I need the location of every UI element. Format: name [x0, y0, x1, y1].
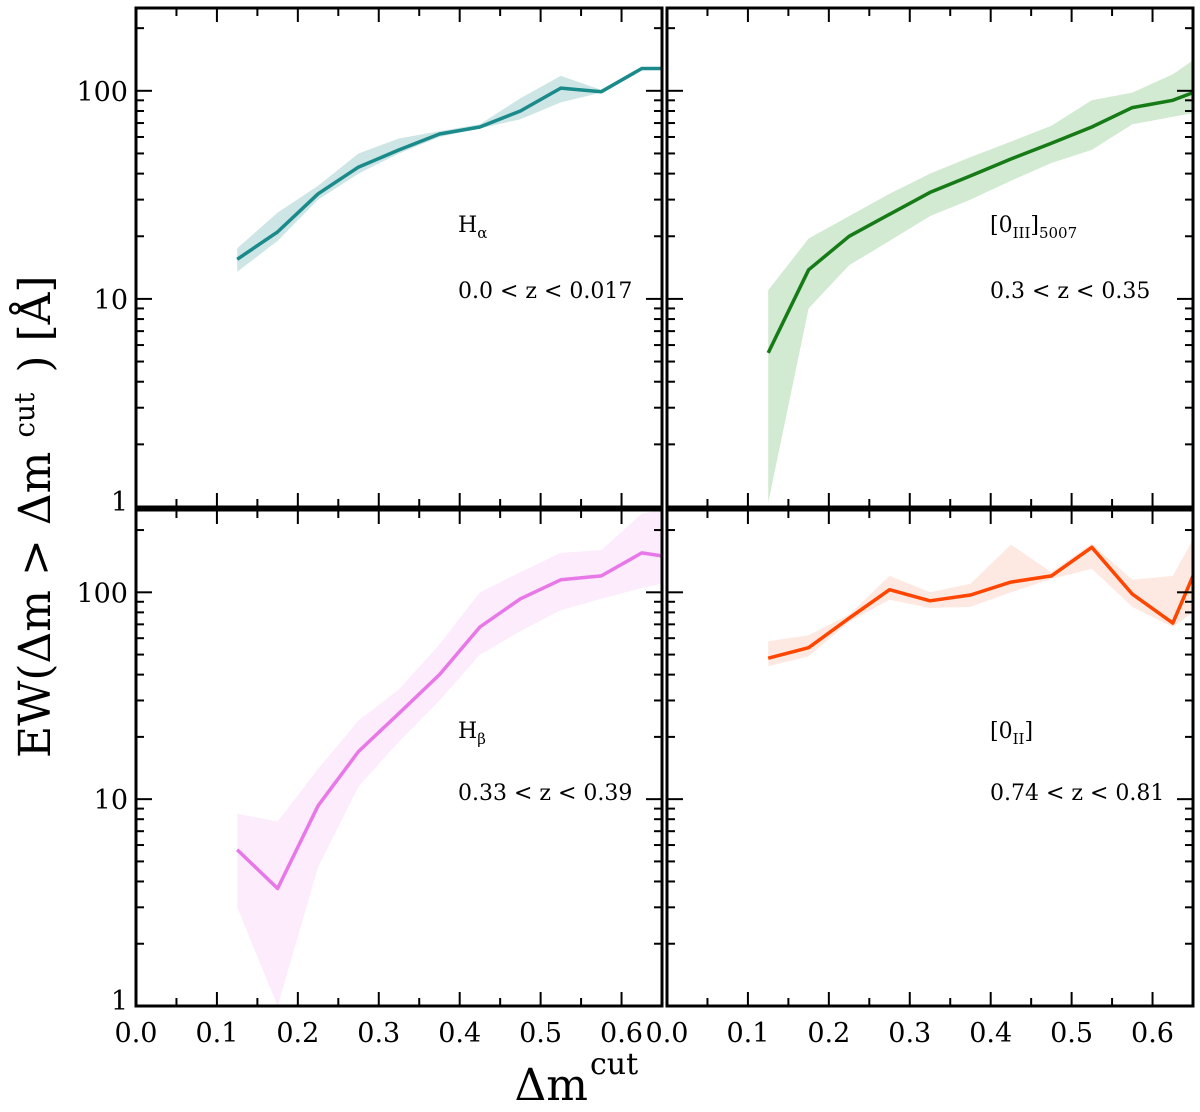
annotation-line: H [458, 719, 477, 744]
plot-area [766, 60, 1193, 503]
annotation-redshift-range: 0.74 < z < 0.81 [990, 781, 1164, 806]
x-tick-label: 0.3 [357, 1018, 400, 1049]
annotation-redshift-range: 0.3 < z < 0.35 [990, 279, 1150, 304]
uncertainty-band [237, 510, 662, 1006]
x-tick-label: 0.4 [438, 1018, 481, 1049]
panel-frame [134, 6, 664, 509]
plot-area [236, 66, 662, 272]
annotation-redshift-range: 0.33 < z < 0.39 [458, 781, 632, 806]
x-tick-label: 0.0 [115, 1018, 158, 1049]
series-line [766, 90, 1193, 354]
panel-frame [665, 508, 1195, 1008]
annotation-line: [0 [990, 213, 1013, 238]
panel-top-left: 1 10 100 Hα 0.0 < z < 0.017 [76, 6, 664, 518]
x-tick-label: 0.3 [888, 1018, 931, 1049]
y-tick-label: 100 [76, 578, 128, 609]
annotation-line-sub: III [1013, 224, 1031, 242]
plot-area [235, 510, 662, 1006]
y-axis-title: EW(Δm > Δm cut ) [Å] [0, 275, 61, 758]
svg-text:EW(Δm > Δm cut ) [: EW(Δm > Δm cut ) [Å] [0, 275, 61, 758]
annotation-line-name: Hα [458, 213, 487, 242]
uncertainty-band [237, 67, 662, 272]
annotation-line: H [458, 213, 477, 238]
panel-frame [134, 508, 664, 1008]
y-tick-label: 1 [111, 986, 128, 1017]
panel-top-right: [0III]5007 0.3 < z < 0.35 [665, 6, 1195, 509]
x-tick-label: 0.1 [195, 1018, 238, 1049]
x-axis-title-sup: cut [590, 1047, 638, 1082]
x-axis-title: Δm cut [515, 1047, 639, 1111]
y-axis-title-end: ) [Å] [8, 275, 61, 372]
annotation-line-sub: β [477, 730, 486, 748]
y-tick-label: 1 [111, 487, 128, 518]
panel-bottom-left: 0.0 0.1 0.2 0.3 0.4 0.5 0.6 1 10 100 Hβ 0.33 < z < … [76, 508, 664, 1049]
x-tick-label: 0.5 [1050, 1018, 1093, 1049]
panel-frame [665, 6, 1195, 509]
annotation-line: [0 [990, 719, 1013, 744]
annotation-line-name: Hβ [458, 719, 486, 748]
annotation-line-end-sub: 5007 [1039, 224, 1077, 242]
x-tick-label: 0.2 [807, 1018, 850, 1049]
annotation-line-name: [0III]5007 [990, 213, 1077, 242]
y-tick-label: 100 [76, 77, 128, 108]
x-tick-label: 0.6 [1131, 1018, 1174, 1049]
y-tick-label: 10 [94, 785, 128, 816]
series-line [767, 545, 1193, 660]
uncertainty-band [768, 539, 1193, 667]
y-axis-title-main: EW(Δm > Δm [10, 452, 61, 758]
series-line [235, 551, 662, 891]
series-line [236, 66, 662, 261]
y-axis-title-sup: cut [8, 392, 41, 438]
panel-bottom-right: 0.0 0.1 0.2 0.3 0.4 0.5 0.6 [0II] 0.74 < z < 0.8… [646, 508, 1195, 1049]
x-tick-label: 0.4 [969, 1018, 1012, 1049]
annotation-line-sub: α [477, 224, 487, 242]
x-tick-label: 0.6 [600, 1018, 643, 1049]
annotation-line-end: ] [1024, 719, 1033, 744]
annotation-line-sub: II [1013, 730, 1025, 748]
x-tick-label: 0.5 [519, 1018, 562, 1049]
annotation-line-end: ] [1030, 213, 1039, 238]
y-tick-label: 10 [94, 285, 128, 316]
x-tick-label: 0.0 [646, 1018, 689, 1049]
x-tick-label: 0.1 [726, 1018, 769, 1049]
x-axis-title-main: Δm [515, 1060, 589, 1111]
annotation-redshift-range: 0.0 < z < 0.017 [458, 279, 632, 304]
annotation-line-name: [0II] [990, 719, 1033, 748]
plot-area [767, 539, 1193, 667]
x-tick-label: 0.2 [276, 1018, 319, 1049]
